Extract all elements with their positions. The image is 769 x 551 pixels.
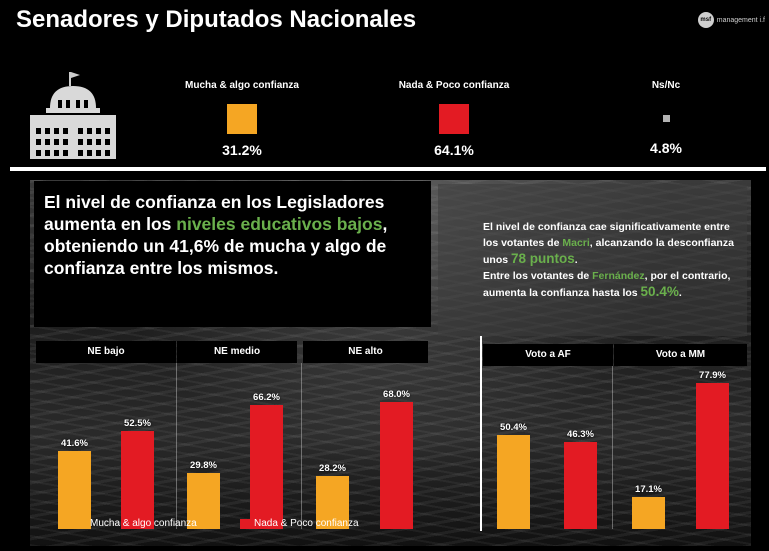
callout-vote-text: El nivel de confianza cae significativam… xyxy=(483,219,745,301)
callout-vote-macri: Macri xyxy=(562,237,590,249)
bar-label-nada-4: 77.9% xyxy=(699,370,726,382)
bar-mucha-1 xyxy=(187,473,220,529)
legend-mucha-label: Mucha & algo confianza xyxy=(90,518,197,529)
callout-vote-text-b: , alcanzando la desconfianza unos xyxy=(483,237,734,266)
callout-education-highlight: niveles educativos bajos xyxy=(176,214,383,234)
bar-label-nada-3: 46.3% xyxy=(567,429,594,441)
callout-vote-percent: 50.4% xyxy=(640,284,679,299)
summary-nada-label: Nada & Poco confianza xyxy=(398,80,510,91)
section-separator xyxy=(480,336,482,531)
summary-nsnc-label: Ns/Nc xyxy=(651,80,681,91)
group-separator xyxy=(301,363,302,529)
group-separator xyxy=(176,363,177,529)
brand-logo: msf xyxy=(697,12,714,28)
callout-vote-fernandez: Fernández xyxy=(592,270,645,282)
legend-mucha: Mucha & algo confianza xyxy=(76,518,197,529)
bar-mucha-4 xyxy=(632,497,665,529)
callout-education-text-2: , obteniendo un 41,6% de mucha y algo de… xyxy=(44,214,388,278)
summary-nsnc-value: 4.8% xyxy=(650,140,682,156)
legend-nada: Nada & Poco confianza xyxy=(240,518,359,529)
group-header-voto-mm: Voto a MM xyxy=(614,344,747,366)
callout-education: El nivel de confianza en los Legisladore… xyxy=(34,181,431,327)
callout-vote-text-d: Entre los votantes de xyxy=(483,270,593,282)
callout-vote: El nivel de confianza cae significativam… xyxy=(438,184,747,336)
legend-nada-swatch xyxy=(240,518,250,529)
callout-education-text-1: El nivel de confianza en los Legisladore… xyxy=(44,192,385,234)
group-header-voto-af: Voto a AF xyxy=(483,344,613,366)
group-header-ne-bajo: NE bajo xyxy=(36,341,176,363)
legend-mucha-swatch xyxy=(76,518,86,529)
bar-mucha-3 xyxy=(497,434,530,529)
group-separator xyxy=(612,366,613,529)
bar-label-nada-2: 68.0% xyxy=(383,388,410,400)
bar-label-nada-1: 66.2% xyxy=(253,392,280,404)
summary-mucha: Mucha & algo confianza 31.2% xyxy=(157,80,327,158)
summary-nada-swatch xyxy=(439,104,469,134)
bar-label-mucha-2: 28.2% xyxy=(319,463,346,475)
summary-nsnc-swatch xyxy=(662,115,670,122)
summary-nsnc: Ns/Nc 4.8% xyxy=(581,80,751,156)
legend-nada-label: Nada & Poco confianza xyxy=(254,518,359,529)
bar-label-mucha-3: 50.4% xyxy=(500,421,527,433)
group-header-ne-alto: NE alto xyxy=(303,341,428,363)
summary-mucha-value: 31.2% xyxy=(222,142,262,158)
callout-vote-text-c: . xyxy=(574,254,578,266)
brand: msf management i.f xyxy=(697,12,765,28)
bar-mucha-2 xyxy=(316,476,349,529)
bar-label-mucha-1: 29.8% xyxy=(190,460,217,472)
summary-mucha-swatch xyxy=(227,104,257,134)
bar-nada-0 xyxy=(121,430,154,529)
bar-label-mucha-0: 41.6% xyxy=(61,438,88,450)
summary-nada: Nada & Poco confianza 64.1% xyxy=(369,80,539,158)
congress-building-icon xyxy=(30,72,116,159)
bar-nada-1 xyxy=(250,405,283,529)
bar-nada-4 xyxy=(696,383,729,529)
page-title: Senadores y Diputados Nacionales xyxy=(16,6,417,33)
callout-vote-text-a: El nivel de confianza cae significativam… xyxy=(483,221,730,249)
callout-vote-points: 78 puntos xyxy=(511,251,575,266)
brand-text: management i.f xyxy=(716,16,765,24)
section-divider xyxy=(10,167,766,171)
callout-vote-text-f: . xyxy=(678,287,682,299)
bar-label-mucha-4: 17.1% xyxy=(635,484,662,496)
summary-nada-value: 64.1% xyxy=(434,142,474,158)
bar-label-nada-0: 52.5% xyxy=(124,417,151,429)
bar-nada-3 xyxy=(564,442,597,529)
bar-nada-2 xyxy=(380,401,413,529)
bar-mucha-0 xyxy=(58,451,91,529)
callout-vote-text-e: , por el contrario, aumenta la confianza… xyxy=(483,270,731,299)
group-header-ne-medio: NE medio xyxy=(177,341,297,363)
summary-mucha-label: Mucha & algo confianza xyxy=(185,80,299,91)
